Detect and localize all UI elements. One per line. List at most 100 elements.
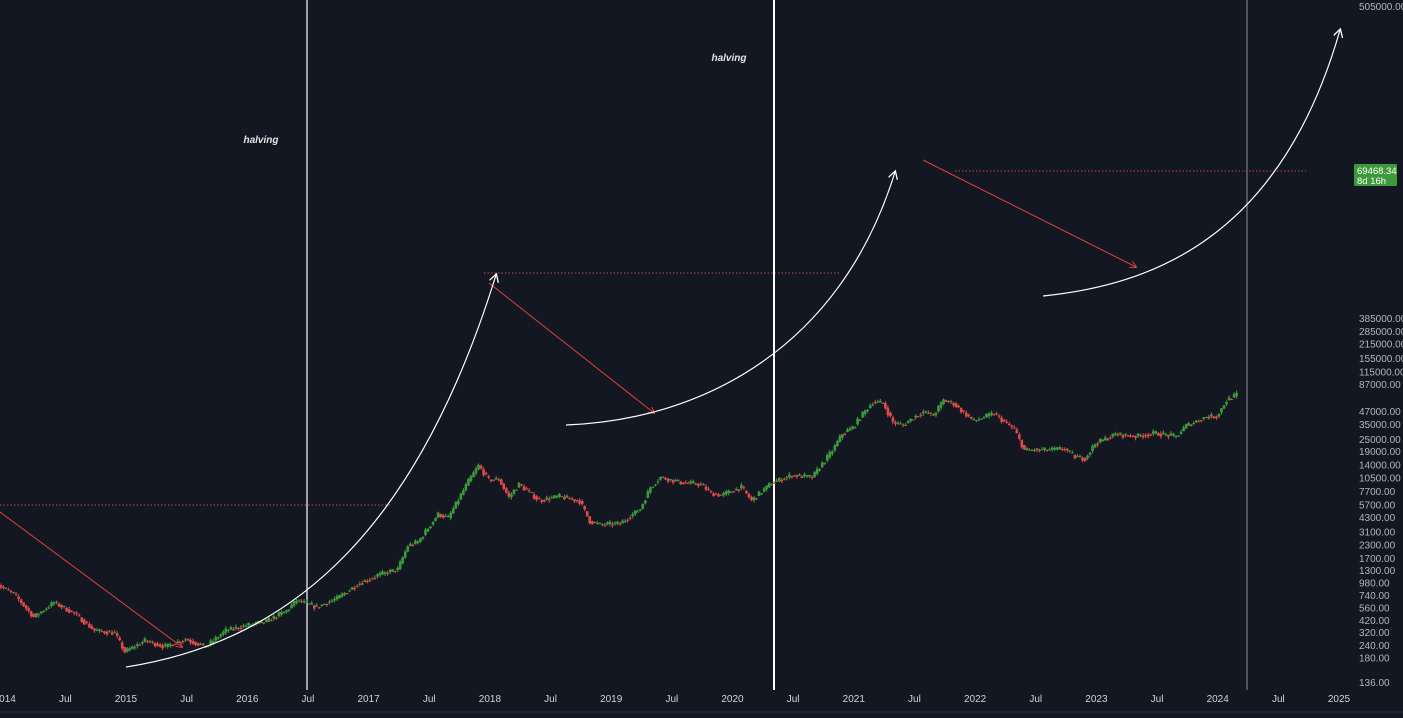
candle-body	[431, 521, 435, 525]
candle-body	[1192, 422, 1195, 424]
candle-body	[1081, 457, 1084, 461]
time-tick-label: Jul	[180, 694, 193, 705]
candle-body	[752, 497, 756, 501]
candle-body	[1050, 447, 1054, 450]
candle-body	[975, 420, 978, 422]
candle-body	[909, 418, 912, 422]
candle-body	[52, 602, 56, 605]
candle-body	[666, 478, 670, 482]
candle-body	[363, 580, 367, 583]
candle-body	[939, 402, 943, 408]
candle-body	[588, 516, 592, 524]
candle-body	[141, 642, 144, 644]
candle-body	[702, 484, 705, 486]
candle-body	[17, 596, 20, 600]
candle-body	[1116, 434, 1120, 436]
candle-body	[921, 411, 925, 414]
candle-body	[88, 624, 91, 628]
candle-body	[724, 491, 728, 495]
downtrend-line	[488, 282, 654, 413]
candle-body	[788, 474, 791, 478]
candle-body	[1212, 416, 1216, 419]
candle-body	[745, 490, 748, 494]
downtrend-line	[922, 159, 1136, 267]
candle-body	[45, 608, 48, 610]
candle-body	[843, 433, 847, 435]
candle-body	[153, 642, 157, 647]
candle-body	[719, 494, 723, 496]
candle-body	[603, 524, 607, 526]
candle-body	[962, 410, 966, 412]
candle-body	[398, 561, 402, 570]
candle-body	[970, 416, 973, 419]
candle-body	[841, 434, 844, 438]
candle-body	[1202, 417, 1206, 419]
candle-body	[1139, 435, 1142, 437]
candle-body	[24, 605, 28, 609]
candle-body	[545, 497, 549, 500]
time-axis[interactable]: 2014 Jul 2015 Jul 2016 Jul 2017 Jul 2018 Jul 2019 J…	[0, 694, 1403, 713]
candle-body	[75, 613, 79, 615]
time-tick-label: 2025	[1328, 694, 1351, 705]
price-tick-label: 560.00	[1359, 603, 1390, 614]
candle-body	[239, 627, 243, 629]
candle-body	[896, 422, 900, 424]
candle-body	[904, 425, 907, 427]
candle-body	[32, 614, 36, 617]
price-axis[interactable]: 505000.00 385000.00 285000.00 215000.00 1550…	[1359, 2, 1403, 689]
candle-body	[353, 587, 357, 589]
candle-body	[563, 497, 566, 500]
candle-body	[360, 583, 364, 585]
candle-body	[646, 491, 650, 499]
candle-body	[373, 577, 377, 579]
candle-body	[553, 495, 556, 498]
candle-body	[131, 646, 134, 649]
candle-body	[828, 451, 832, 458]
candle-body	[411, 544, 415, 546]
candle-body	[14, 593, 18, 595]
price-tick-label: 3100.00	[1359, 528, 1396, 539]
candle-body	[333, 598, 336, 601]
candle-body	[1033, 450, 1036, 452]
candle-body	[515, 489, 518, 491]
candle-body	[462, 490, 465, 495]
candle-body	[1144, 435, 1147, 437]
candle-body	[558, 493, 561, 497]
candle-body	[184, 639, 187, 641]
candle-body	[343, 592, 346, 595]
candle-body	[692, 481, 695, 484]
candle-body	[1220, 408, 1223, 413]
candle-body	[133, 647, 137, 649]
growth-curve	[125, 275, 496, 668]
time-tick-label: 2018	[479, 694, 502, 705]
candle-body	[699, 483, 703, 485]
candle-body	[446, 516, 450, 518]
candle-body	[800, 475, 804, 478]
candle-body	[1149, 434, 1153, 436]
current-price-badge: 69468.34 8d 16h	[1354, 164, 1397, 187]
candle-body	[55, 601, 58, 603]
candle-body	[542, 499, 546, 502]
candle-body	[906, 421, 910, 424]
candle-body	[674, 480, 677, 482]
price-tick-label: 1700.00	[1359, 554, 1396, 565]
candle-body	[444, 515, 447, 517]
candle-body	[856, 418, 859, 425]
candle-body	[100, 631, 104, 633]
candle-body	[1232, 394, 1236, 398]
candle-body	[505, 488, 508, 493]
candle-body	[785, 477, 789, 479]
price-tick-label: 4300.00	[1359, 513, 1396, 524]
candle-body	[803, 474, 806, 477]
candle-body	[757, 491, 761, 497]
candle-body	[484, 472, 488, 474]
candle-body	[1010, 425, 1014, 428]
candle-body	[775, 480, 779, 482]
candle-body	[1015, 429, 1019, 434]
candle-body	[1038, 450, 1041, 452]
growth-curve	[1042, 30, 1340, 297]
candle-body	[113, 632, 116, 634]
candle-body	[623, 520, 627, 522]
candle-body	[681, 482, 685, 485]
